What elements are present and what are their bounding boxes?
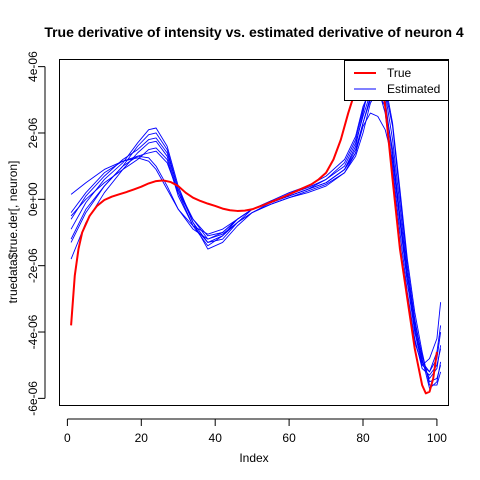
plot-lines: [70, 60, 442, 395]
true-series-line: [70, 60, 438, 395]
legend-label-true: True: [387, 66, 412, 80]
x-tick-label: 0: [64, 431, 71, 445]
y-tick-label: 2e-06: [26, 117, 40, 148]
estimated-series-line-5: [70, 79, 442, 386]
x-axis-label: Index: [239, 451, 268, 465]
chart-title: True derivative of intensity vs. estimat…: [44, 24, 464, 40]
x-axis: 0 20 40 60 80 100: [64, 418, 447, 445]
x-tick-label: 60: [282, 431, 296, 445]
legend: True Estimated: [344, 60, 449, 101]
x-tick-label: 100: [427, 431, 447, 445]
y-axis-label: truedata$true.der[, neuron]: [6, 161, 20, 304]
y-tick-label: -6e-06: [26, 381, 40, 416]
x-tick-label: 80: [356, 431, 370, 445]
plot-frame: [59, 59, 449, 406]
estimated-series-line-7: [70, 89, 442, 389]
legend-box: [344, 60, 449, 101]
y-tick-label: 0e+00: [26, 182, 40, 216]
y-axis: -6e-06 -4e-06 -2e-06 0e+00 2e-06 4e-06: [26, 51, 46, 416]
estimated-series-line-1: [70, 76, 442, 376]
y-tick-label: -4e-06: [26, 314, 40, 349]
x-tick-label: 40: [209, 431, 223, 445]
estimated-series-line-3: [70, 79, 442, 379]
estimated-series-line-8: [70, 92, 442, 373]
legend-label-estimated: Estimated: [387, 82, 440, 96]
estimated-series-line-4: [70, 82, 442, 383]
x-tick-label: 20: [135, 431, 149, 445]
y-tick-label: -2e-06: [26, 248, 40, 283]
y-tick-label: 4e-06: [26, 51, 40, 82]
estimated-series-line-6: [70, 112, 442, 366]
